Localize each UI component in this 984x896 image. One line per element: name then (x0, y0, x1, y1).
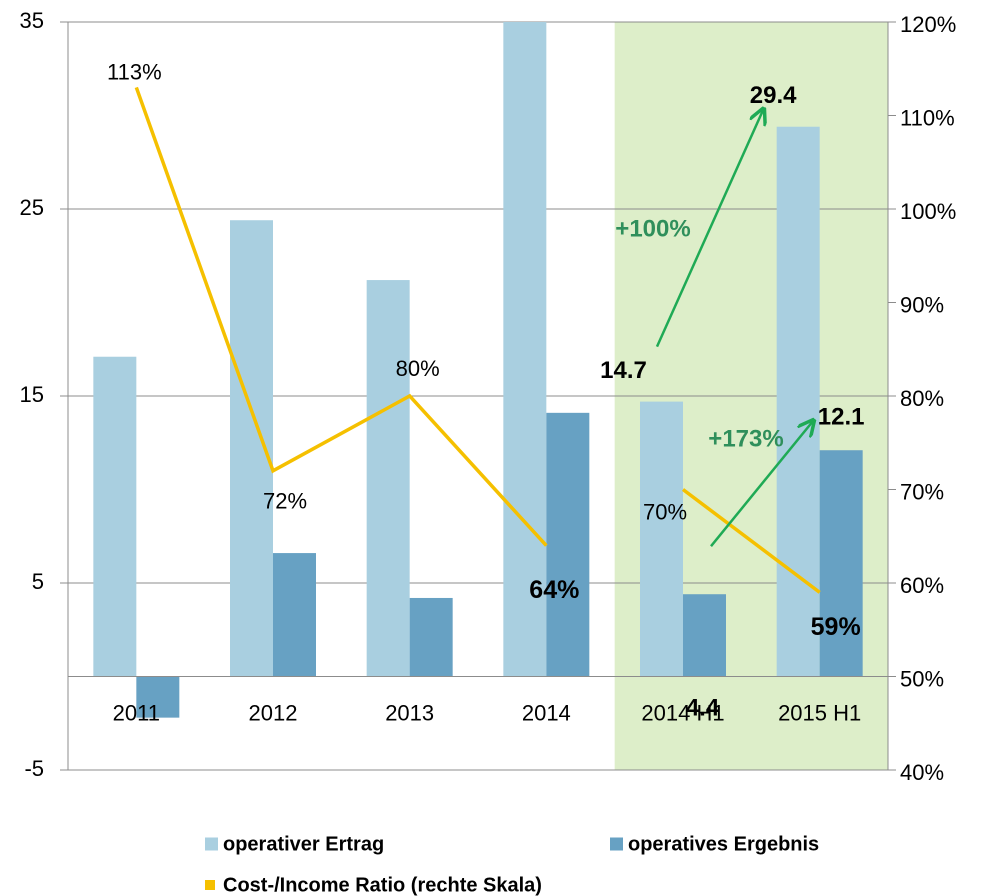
legend-label: Cost-/Income Ratio (rechte Skala) (223, 874, 542, 896)
bar (503, 22, 547, 677)
annotation: +173% (708, 425, 783, 452)
x-tick-label: 2013 (385, 700, 434, 725)
bar (546, 412, 590, 677)
x-tick-label: 2011 (113, 700, 160, 725)
legend-label: operatives Ergebnis (628, 833, 819, 855)
bar (93, 356, 137, 677)
bar (819, 450, 863, 677)
y2-tick-label: 120% (900, 12, 956, 37)
line-value-label: 113% (107, 59, 162, 84)
bar-value-label: 4.4 (686, 695, 720, 722)
y2-tick-label: 70% (900, 479, 944, 504)
y-tick-label: 15 (20, 382, 44, 407)
bar (776, 126, 820, 677)
legend-swatch (610, 837, 623, 851)
bar (640, 401, 683, 677)
x-tick-label: 2012 (249, 700, 298, 725)
legend-swatch (205, 880, 215, 890)
y2-tick-label: 90% (900, 292, 944, 317)
y2-tick-label: 60% (900, 573, 944, 598)
bar (409, 597, 453, 677)
bar (366, 280, 410, 677)
y2-tick-label: 80% (900, 386, 944, 411)
y-tick-label: 25 (20, 195, 44, 220)
line (681, 488, 821, 594)
bar-value-label: 12.1 (818, 404, 865, 431)
bar-value-label: 14.7 (600, 357, 647, 384)
line-value-label: 64% (529, 576, 579, 604)
growth-arrow (710, 420, 814, 548)
legend-swatch (205, 837, 218, 851)
line-value-label: 72% (263, 489, 307, 514)
y-tick-label: -5 (24, 756, 44, 781)
bar (136, 676, 180, 718)
line-value-label: 70% (643, 499, 687, 524)
y2-tick-label: 50% (900, 666, 944, 691)
x-tick-label: 2015 H1 (778, 700, 861, 725)
y2-tick-label: 40% (900, 760, 944, 785)
y2-tick-label: 100% (900, 199, 956, 224)
y-tick-label: 5 (32, 569, 44, 594)
y2-tick-label: 110% (900, 105, 955, 130)
line-value-label: 59% (811, 613, 861, 641)
bar (683, 594, 726, 677)
line-value-label: 80% (396, 356, 440, 381)
annotation: +100% (615, 215, 690, 242)
legend-label: operativer Ertrag (223, 833, 384, 855)
line (134, 86, 548, 547)
x-tick-label: 2014 (522, 700, 571, 725)
bar-value-label: 29.4 (750, 82, 797, 109)
x-tick-label: 2014 H1 (641, 700, 724, 725)
y-tick-label: 35 (20, 8, 44, 33)
bar (273, 553, 316, 677)
growth-arrow (655, 109, 764, 348)
